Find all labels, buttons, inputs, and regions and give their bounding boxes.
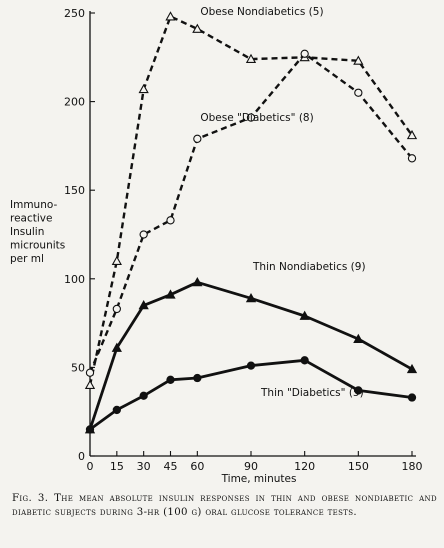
data-point-triangle <box>192 23 203 33</box>
data-point-circle <box>85 368 95 377</box>
y-tick-label: 250 <box>64 7 85 20</box>
series-3 <box>85 356 417 434</box>
data-point-circle <box>193 373 202 383</box>
x-tick-label: 90 <box>244 460 258 473</box>
data-point-circle <box>246 113 256 122</box>
data-point-circle <box>166 375 175 384</box>
x-tick-label: 150 <box>348 460 369 473</box>
figure-caption: Fig. 3. The mean absolute insulin respon… <box>12 493 437 518</box>
y-axis-label-line: Immuno- <box>10 199 57 211</box>
data-point-triangle <box>406 129 418 140</box>
data-point-triangle <box>245 292 257 303</box>
data-point-circle <box>300 356 309 365</box>
y-axis-label-line: per ml <box>10 253 44 265</box>
series-line <box>88 280 413 430</box>
data-point-circle <box>85 425 95 434</box>
data-point-circle <box>139 230 148 239</box>
data-point-triangle <box>165 289 176 299</box>
x-tick-label: 15 <box>110 460 124 473</box>
data-point-triangle <box>138 83 149 94</box>
x-tick-label: 0 <box>87 460 94 473</box>
series-label-thin-diabetics: Thin "Diabetics" (5) <box>260 387 364 399</box>
x-tick-label: 180 <box>402 460 423 473</box>
series-1 <box>85 49 417 377</box>
y-axis-label: Immuno-reactive Insulin microunits per ml <box>10 199 65 265</box>
y-tick-label: 50 <box>71 361 85 374</box>
y-tick-label: 0 <box>78 450 85 463</box>
series-label-thin-nondiabetics: Thin Nondiabetics (9) <box>252 261 366 273</box>
chart-axes: 0 50 100 150 200 250 0 15 30 45 60 90 120 150 180 <box>64 7 423 473</box>
chart-labels: Immuno-reactive Insulin microunits per ml T… <box>10 6 366 485</box>
data-point-triangle <box>406 363 418 374</box>
data-point-circle <box>112 304 121 314</box>
series-0 <box>84 11 418 390</box>
data-point-circle <box>166 216 175 225</box>
series-line <box>88 15 413 386</box>
data-point-circle <box>139 391 148 400</box>
y-axis-label-line: microunits <box>10 240 65 252</box>
data-point-circle <box>354 88 363 97</box>
series-label-obese-diabetics: Obese "Diabetics" (8) <box>200 112 313 124</box>
data-point-triangle <box>165 11 176 21</box>
data-point-triangle <box>84 379 96 390</box>
x-tick-label: 30 <box>137 460 151 473</box>
data-point-triangle <box>138 300 149 310</box>
data-point-triangle <box>111 255 122 265</box>
data-point-triangle <box>192 277 203 287</box>
y-tick-label: 200 <box>64 96 85 109</box>
series-label-obese-nondiabetics: Obese Nondiabetics (5) <box>200 6 323 18</box>
y-tick-label: 100 <box>64 273 85 286</box>
x-axis-label: Time, minutes <box>221 473 297 485</box>
y-axis-label-line: Insulin <box>10 226 44 238</box>
y-tick-label: 150 <box>64 184 85 197</box>
series-2 <box>84 277 418 434</box>
data-point-triangle <box>353 55 364 65</box>
data-point-triangle <box>245 53 257 63</box>
data-point-triangle <box>111 342 122 352</box>
x-tick-label: 120 <box>294 460 315 473</box>
data-point-circle <box>300 49 309 58</box>
data-point-circle <box>407 393 417 402</box>
data-point-circle <box>354 386 363 395</box>
insulin-response-chart: 0 50 100 150 200 250 0 15 30 45 60 90 120 150 180 Immu… <box>10 6 423 485</box>
data-point-circle <box>407 154 417 163</box>
x-tick-label: 60 <box>190 460 204 473</box>
data-point-triangle <box>353 333 364 343</box>
data-point-circle <box>112 405 121 415</box>
y-axis-label-line: reactive <box>10 213 52 225</box>
series-line <box>88 52 413 374</box>
data-point-circle <box>193 134 202 143</box>
data-point-triangle <box>299 310 310 320</box>
data-point-circle <box>246 361 256 370</box>
chart-series <box>84 11 418 434</box>
x-tick-label: 45 <box>164 460 178 473</box>
